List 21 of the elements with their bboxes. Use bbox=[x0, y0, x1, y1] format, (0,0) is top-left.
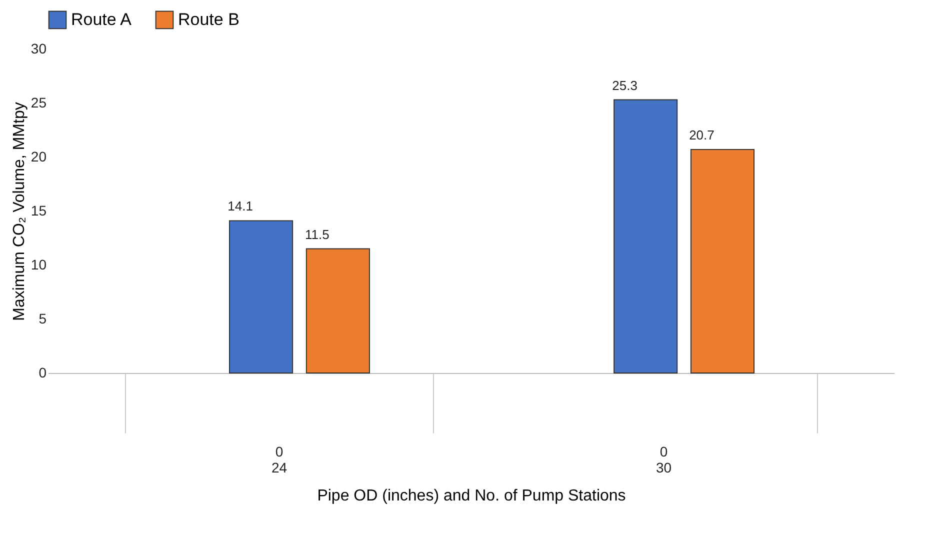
data-label: 14.1 bbox=[228, 198, 253, 214]
y-tick-label: 30 bbox=[30, 40, 47, 56]
y-tick-label: 25 bbox=[30, 94, 47, 110]
y-axis-title: Maximum CO₂ Volume, MMtpy bbox=[10, 102, 28, 321]
y-tick-label: 5 bbox=[38, 310, 47, 326]
x-tick-label: 0 30 bbox=[656, 444, 672, 476]
legend-label: Route B bbox=[178, 10, 240, 29]
y-tick-label: 10 bbox=[30, 256, 47, 272]
data-label: 25.3 bbox=[612, 78, 638, 93]
y-tick-label: 0 bbox=[38, 364, 47, 380]
data-label: 20.7 bbox=[689, 127, 714, 142]
bar bbox=[614, 99, 678, 374]
legend-label: Route A bbox=[71, 10, 132, 29]
data-label: 11.5 bbox=[305, 226, 330, 242]
bar bbox=[306, 248, 370, 374]
x-tick-label: 0 24 bbox=[271, 444, 288, 476]
bar bbox=[690, 148, 755, 374]
y-tick-label: 15 bbox=[30, 202, 47, 218]
y-tick-label: 20 bbox=[30, 148, 47, 164]
x-axis-title: Pipe OD (inches) and No. of Pump Stations bbox=[317, 488, 626, 504]
bar bbox=[229, 220, 294, 374]
